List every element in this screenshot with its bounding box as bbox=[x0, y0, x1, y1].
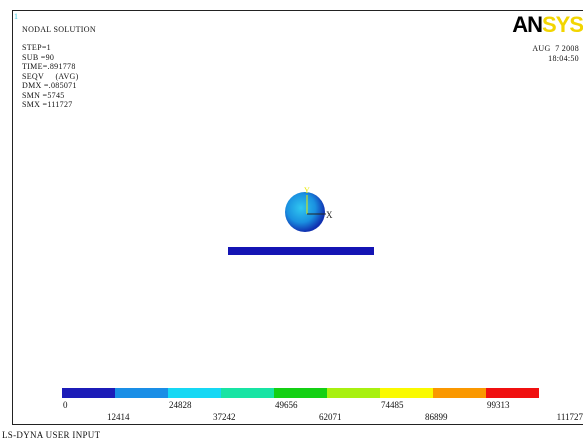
ball bbox=[285, 192, 325, 232]
legend-label: 74485 bbox=[381, 400, 404, 410]
legend-swatch bbox=[62, 388, 115, 398]
legend-swatch bbox=[327, 388, 380, 398]
legend-swatch bbox=[380, 388, 433, 398]
legend-swatch bbox=[221, 388, 274, 398]
legend-swatch bbox=[168, 388, 221, 398]
footer: LS-DYNA USER INPUT bbox=[2, 431, 100, 440]
legend-label: 86899 bbox=[425, 412, 448, 422]
model-view: Y X bbox=[0, 0, 583, 442]
legend-label: 37242 bbox=[213, 412, 236, 422]
legend-label: 99313 bbox=[487, 400, 510, 410]
legend-label: 0 bbox=[63, 400, 68, 410]
axis-label: X bbox=[326, 210, 333, 220]
legend-swatch bbox=[486, 388, 539, 398]
axis-label: Y bbox=[304, 186, 310, 195]
legend-label: 24828 bbox=[169, 400, 192, 410]
legend-swatch bbox=[115, 388, 168, 398]
plate bbox=[228, 247, 374, 255]
legend-label: 12414 bbox=[107, 412, 130, 422]
legend-swatch bbox=[433, 388, 486, 398]
legend-label: 62071 bbox=[319, 412, 342, 422]
legend-bar bbox=[62, 388, 539, 398]
legend-swatch bbox=[274, 388, 327, 398]
legend-label: 111727 bbox=[557, 412, 583, 422]
screen: {"window_number": "1", "info": {"title":… bbox=[0, 0, 583, 442]
legend-label: 49656 bbox=[275, 400, 298, 410]
